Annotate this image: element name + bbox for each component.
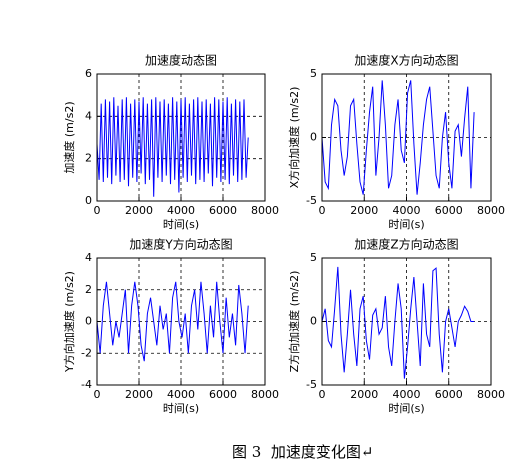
y-tick-label: 5 (310, 251, 317, 264)
x-axis-label: 时间(s) (163, 218, 199, 231)
x-tick-label: 2000 (350, 204, 378, 217)
x-tick-label: 8000 (251, 204, 279, 217)
y-tick-label: 5 (310, 67, 317, 80)
x-tick-label: 2000 (350, 388, 378, 401)
y-tick-label: 4 (85, 251, 92, 264)
x-tick-label: 8000 (251, 388, 279, 401)
x-axis-label: 时间(s) (163, 402, 199, 415)
axes-frame (321, 73, 492, 202)
y-tick-label: 0 (310, 315, 317, 328)
data-line (321, 266, 475, 379)
y-tick-label: 2 (85, 283, 92, 296)
y-tick-label: 2 (85, 152, 92, 165)
chart-title: 加速度Z方向动态图 (354, 237, 458, 252)
x-tick-label: 4000 (393, 204, 421, 217)
y-axis-label: 加速度 (m/s2) (62, 101, 76, 173)
x-tick-label: 6000 (435, 204, 463, 217)
x-tick-label: 6000 (435, 388, 463, 401)
x-tick-label: 2000 (125, 388, 153, 401)
data-line (96, 97, 249, 197)
x-tick-label: 4000 (393, 388, 421, 401)
y-tick-label: 0 (310, 131, 317, 144)
x-tick-label: 4000 (167, 204, 195, 217)
chart-title: 加速度动态图 (145, 53, 217, 68)
axes-frame (96, 257, 266, 386)
y-tick-label: -5 (306, 194, 317, 207)
x-axis-label: 时间(s) (388, 218, 424, 231)
y-axis-label: X方向加速度 (m/s2) (287, 87, 301, 189)
y-axis-label: Z方向加速度 (m/s2) (287, 271, 301, 373)
y-tick-label: 4 (85, 109, 92, 122)
x-tick-label: 6000 (209, 388, 237, 401)
data-line (321, 80, 475, 195)
chart-title: 加速度X方向动态图 (354, 53, 458, 68)
y-tick-label: -5 (306, 378, 317, 391)
x-tick-label: 0 (319, 204, 326, 217)
y-tick-label: 0 (85, 315, 92, 328)
x-axis-label: 时间(s) (388, 402, 424, 415)
axes-frame (321, 257, 492, 386)
x-tick-label: 0 (94, 388, 101, 401)
x-tick-label: 8000 (477, 204, 505, 217)
x-tick-label: 6000 (209, 204, 237, 217)
data-line (96, 281, 249, 362)
x-tick-label: 4000 (167, 388, 195, 401)
x-tick-label: 2000 (125, 204, 153, 217)
chart-title: 加速度Y方向动态图 (129, 237, 232, 252)
y-tick-label: -2 (81, 346, 92, 359)
x-tick-label: 8000 (477, 388, 505, 401)
y-axis-label: Y方向加速度 (m/s2) (62, 271, 76, 373)
x-tick-label: 0 (319, 388, 326, 401)
caption: 图 3 加速度变化图↵ (232, 443, 373, 461)
y-tick-label: -4 (81, 378, 92, 391)
x-tick-label: 0 (94, 204, 101, 217)
y-tick-label: 6 (85, 67, 92, 80)
y-tick-label: 0 (85, 194, 92, 207)
axes-frame (96, 73, 266, 202)
